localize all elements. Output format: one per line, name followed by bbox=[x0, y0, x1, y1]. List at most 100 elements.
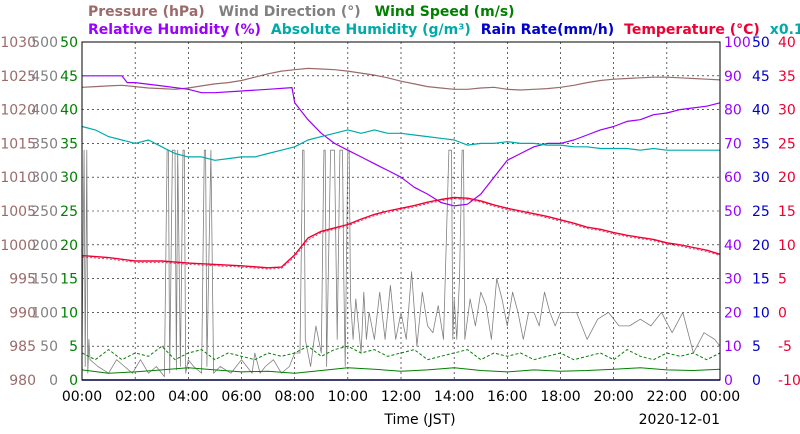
legend-rain: Rain Rate(mm/h) bbox=[481, 22, 614, 38]
tick-label-humidity: 10 bbox=[724, 339, 742, 355]
tick-label-rain: 25 bbox=[752, 204, 770, 220]
tick-label-pressure: 995 bbox=[9, 272, 36, 288]
x-tick-label: 22:00 bbox=[647, 389, 687, 405]
tick-label-pressure: 990 bbox=[9, 305, 36, 321]
legend-temperature: Temperature (°C) bbox=[624, 22, 760, 38]
x-tick-label: 00:00 bbox=[62, 389, 102, 405]
tick-label-humidity: 60 bbox=[724, 170, 742, 186]
tick-label-temperature: 10 bbox=[778, 238, 796, 254]
tick-label-humidity: 20 bbox=[724, 305, 742, 321]
legend-humidity: Relative Humidity (%) bbox=[88, 22, 261, 38]
x-axis-ticks: 00:00 02:00 04:00 06:00 08:00 10:00 12:00 14:00… bbox=[62, 389, 740, 405]
x-tick-label: 08:00 bbox=[274, 389, 314, 405]
tick-label-rain: 40 bbox=[752, 103, 770, 119]
tick-label-pressure: 1020 bbox=[0, 103, 36, 119]
x-tick-label: 00:00 bbox=[700, 389, 740, 405]
legend-row-1: Pressure (hPa) Wind Direction (°) Wind Spe… bbox=[88, 4, 515, 20]
tick-label-temperature: 20 bbox=[778, 170, 796, 186]
x-tick-label: 16:00 bbox=[487, 389, 527, 405]
legend-row-2: Relative Humidity (%) Absolute Humidity (… bbox=[88, 22, 800, 38]
tick-label-wind-dir: 400 bbox=[31, 103, 58, 119]
legend-wind_speed: Wind Speed (m/s) bbox=[375, 4, 515, 20]
tick-label-pressure: 985 bbox=[9, 339, 36, 355]
tick-label-pressure: 1000 bbox=[0, 238, 36, 254]
series-line-pressure bbox=[81, 67, 721, 91]
tick-label-rain: 15 bbox=[752, 272, 770, 288]
tick-label-humidity: 70 bbox=[724, 136, 742, 152]
date-label: 2020-12-01 bbox=[639, 412, 720, 428]
x-tick-label: 12:00 bbox=[381, 389, 421, 405]
tick-label-rain: 30 bbox=[752, 170, 770, 186]
tick-label-wind-dir: 350 bbox=[31, 136, 58, 152]
tick-label-wind-speed: 30 bbox=[60, 170, 78, 186]
tick-label-humidity: 90 bbox=[724, 69, 742, 85]
x-tick-label: 04:00 bbox=[168, 389, 208, 405]
tick-label-temperature: 0 bbox=[778, 305, 787, 321]
tick-label-wind-dir: 450 bbox=[31, 69, 58, 85]
tick-label-wind-dir: 250 bbox=[31, 204, 58, 220]
tick-label-wind-dir: 200 bbox=[31, 238, 58, 254]
tick-label-pressure: 1010 bbox=[0, 170, 36, 186]
tick-label-wind-speed: 50 bbox=[60, 35, 78, 51]
series-line-abs-humidity bbox=[81, 125, 720, 161]
tick-label-humidity: 30 bbox=[724, 272, 742, 288]
tick-label-temperature: 15 bbox=[778, 204, 796, 220]
legend-wind_dir: Wind Direction (°) bbox=[219, 4, 361, 20]
tick-label-wind-dir: 300 bbox=[31, 170, 58, 186]
x-tick-label: 14:00 bbox=[434, 389, 474, 405]
tick-label-rain: 50 bbox=[752, 35, 770, 51]
tick-label-wind-speed: 45 bbox=[60, 69, 78, 85]
tick-label-wind-speed: 0 bbox=[69, 373, 78, 389]
x-tick-label: 02:00 bbox=[115, 389, 155, 405]
tick-label-pressure: 1005 bbox=[0, 204, 36, 220]
tick-label-temperature: 5 bbox=[778, 272, 787, 288]
tick-label-wind-speed: 15 bbox=[60, 272, 78, 288]
series-line-wind-gust bbox=[81, 345, 721, 361]
tick-label-temperature: -10 bbox=[778, 373, 800, 389]
tick-label-wind-speed: 10 bbox=[60, 305, 78, 321]
series-line-dewpoint bbox=[81, 198, 721, 270]
tick-label-humidity: 0 bbox=[724, 373, 733, 389]
x-tick-label: 20:00 bbox=[593, 389, 633, 405]
tick-label-pressure: 1015 bbox=[0, 136, 36, 152]
tick-label-humidity: 40 bbox=[724, 238, 742, 254]
tick-label-wind-dir: 150 bbox=[31, 272, 58, 288]
tick-label-wind-dir: 0 bbox=[49, 373, 58, 389]
tick-label-rain: 10 bbox=[752, 305, 770, 321]
tick-label-humidity: 50 bbox=[724, 204, 742, 220]
tick-label-temperature: 35 bbox=[778, 69, 796, 85]
series-line-humidity bbox=[82, 75, 721, 207]
axis-labels: 1030102510201015101010051000995990985980… bbox=[0, 35, 800, 389]
tick-label-temperature: -5 bbox=[778, 339, 792, 355]
tick-label-rain: 0 bbox=[752, 373, 761, 389]
tick-label-pressure: 1025 bbox=[0, 69, 36, 85]
tick-label-pressure: 1030 bbox=[0, 35, 36, 51]
tick-label-pressure: 980 bbox=[9, 373, 36, 389]
plot-frame bbox=[81, 41, 721, 381]
tick-label-wind-speed: 20 bbox=[60, 238, 78, 254]
tick-label-wind-speed: 25 bbox=[60, 204, 78, 220]
tick-label-wind-speed: 40 bbox=[60, 103, 78, 119]
tick-label-rain: 20 bbox=[752, 238, 770, 254]
chart-grid bbox=[82, 42, 720, 380]
tick-label-wind-dir: 50 bbox=[40, 339, 58, 355]
x-tick-label: 18:00 bbox=[540, 389, 580, 405]
tick-label-humidity: 80 bbox=[724, 103, 742, 119]
x-axis-label: Time (JST) bbox=[383, 412, 455, 428]
x-tick-label: 10:00 bbox=[328, 389, 368, 405]
series-line-wind-dir bbox=[81, 149, 721, 378]
tick-label-temperature: 25 bbox=[778, 136, 796, 152]
tick-label-temperature: 40 bbox=[778, 35, 796, 51]
tick-label-rain: 35 bbox=[752, 136, 770, 152]
tick-label-wind-speed: 5 bbox=[69, 339, 78, 355]
tick-label-wind-dir: 100 bbox=[31, 305, 58, 321]
series-line-wind-speed bbox=[81, 367, 721, 374]
x-tick-label: 06:00 bbox=[221, 389, 261, 405]
legend-abs_humidity: Absolute Humidity (g/m³) bbox=[271, 22, 471, 38]
tick-label-temperature: 30 bbox=[778, 103, 796, 119]
legend-abs_scale: x0.1 bbox=[770, 22, 800, 38]
tick-label-rain: 45 bbox=[752, 69, 770, 85]
series-line-temperature bbox=[81, 196, 721, 269]
tick-label-humidity: 100 bbox=[724, 35, 751, 51]
tick-label-rain: 5 bbox=[752, 339, 761, 355]
